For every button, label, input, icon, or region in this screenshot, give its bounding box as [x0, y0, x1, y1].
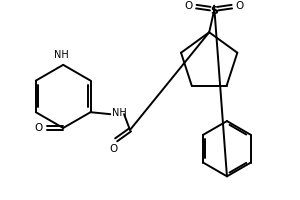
- Text: O: O: [184, 1, 192, 11]
- Text: NH: NH: [54, 50, 69, 60]
- Text: NH: NH: [112, 108, 127, 118]
- Text: O: O: [34, 123, 43, 133]
- Text: O: O: [109, 144, 117, 154]
- Text: S: S: [210, 6, 218, 16]
- Text: O: O: [236, 1, 244, 11]
